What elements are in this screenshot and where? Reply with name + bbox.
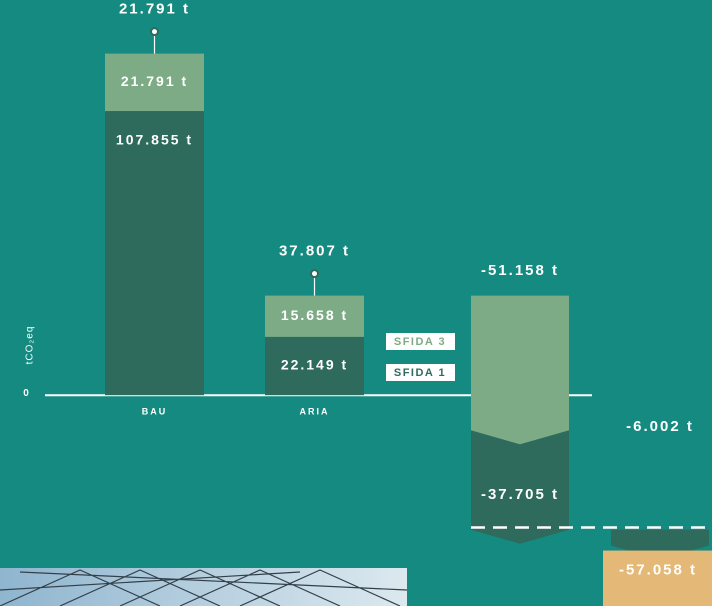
photo [0, 568, 408, 606]
final-label: -57.058 t [619, 562, 697, 579]
bar-segment [105, 111, 204, 396]
y-tick-label: 0 [23, 388, 31, 399]
legend-label: SFIDA 3 [394, 336, 446, 348]
bar-segment [105, 53, 204, 112]
reduction-label: -37.705 t [481, 486, 559, 503]
value-label: 15.658 t [281, 307, 348, 323]
y-axis-label: tCO₂eq [25, 326, 36, 365]
reduction-label: -6.002 t [626, 418, 694, 435]
legend-label: SFIDA 1 [394, 367, 446, 379]
pin [150, 27, 159, 37]
bar-segment [265, 295, 364, 337]
reduction-label: -51.158 t [481, 262, 559, 279]
reduction-chevron [471, 430, 569, 544]
legend-box [386, 333, 455, 350]
reduction-chevron [471, 295, 569, 445]
value-label: 22.149 t [281, 357, 348, 373]
bar-segment [265, 336, 364, 396]
pin-label: 37.807 t [279, 243, 350, 260]
value-label: 21.791 t [121, 73, 188, 89]
legend-box [386, 364, 455, 381]
final-box [603, 550, 712, 606]
value-label: 107.855 t [116, 132, 193, 148]
pin-label: 21.791 t [119, 1, 190, 18]
pin [310, 269, 319, 279]
x-tick-label: ARIA [300, 407, 330, 417]
x-tick-label: BAU [142, 407, 168, 417]
